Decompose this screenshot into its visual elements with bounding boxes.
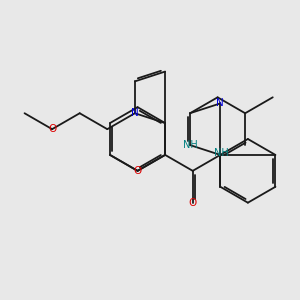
Text: O: O: [134, 166, 142, 176]
Text: N: N: [216, 98, 224, 108]
Text: N: N: [131, 108, 139, 118]
Text: NH: NH: [214, 148, 228, 158]
Text: O: O: [48, 124, 56, 134]
Text: O: O: [189, 198, 197, 208]
Text: NH: NH: [183, 140, 197, 150]
